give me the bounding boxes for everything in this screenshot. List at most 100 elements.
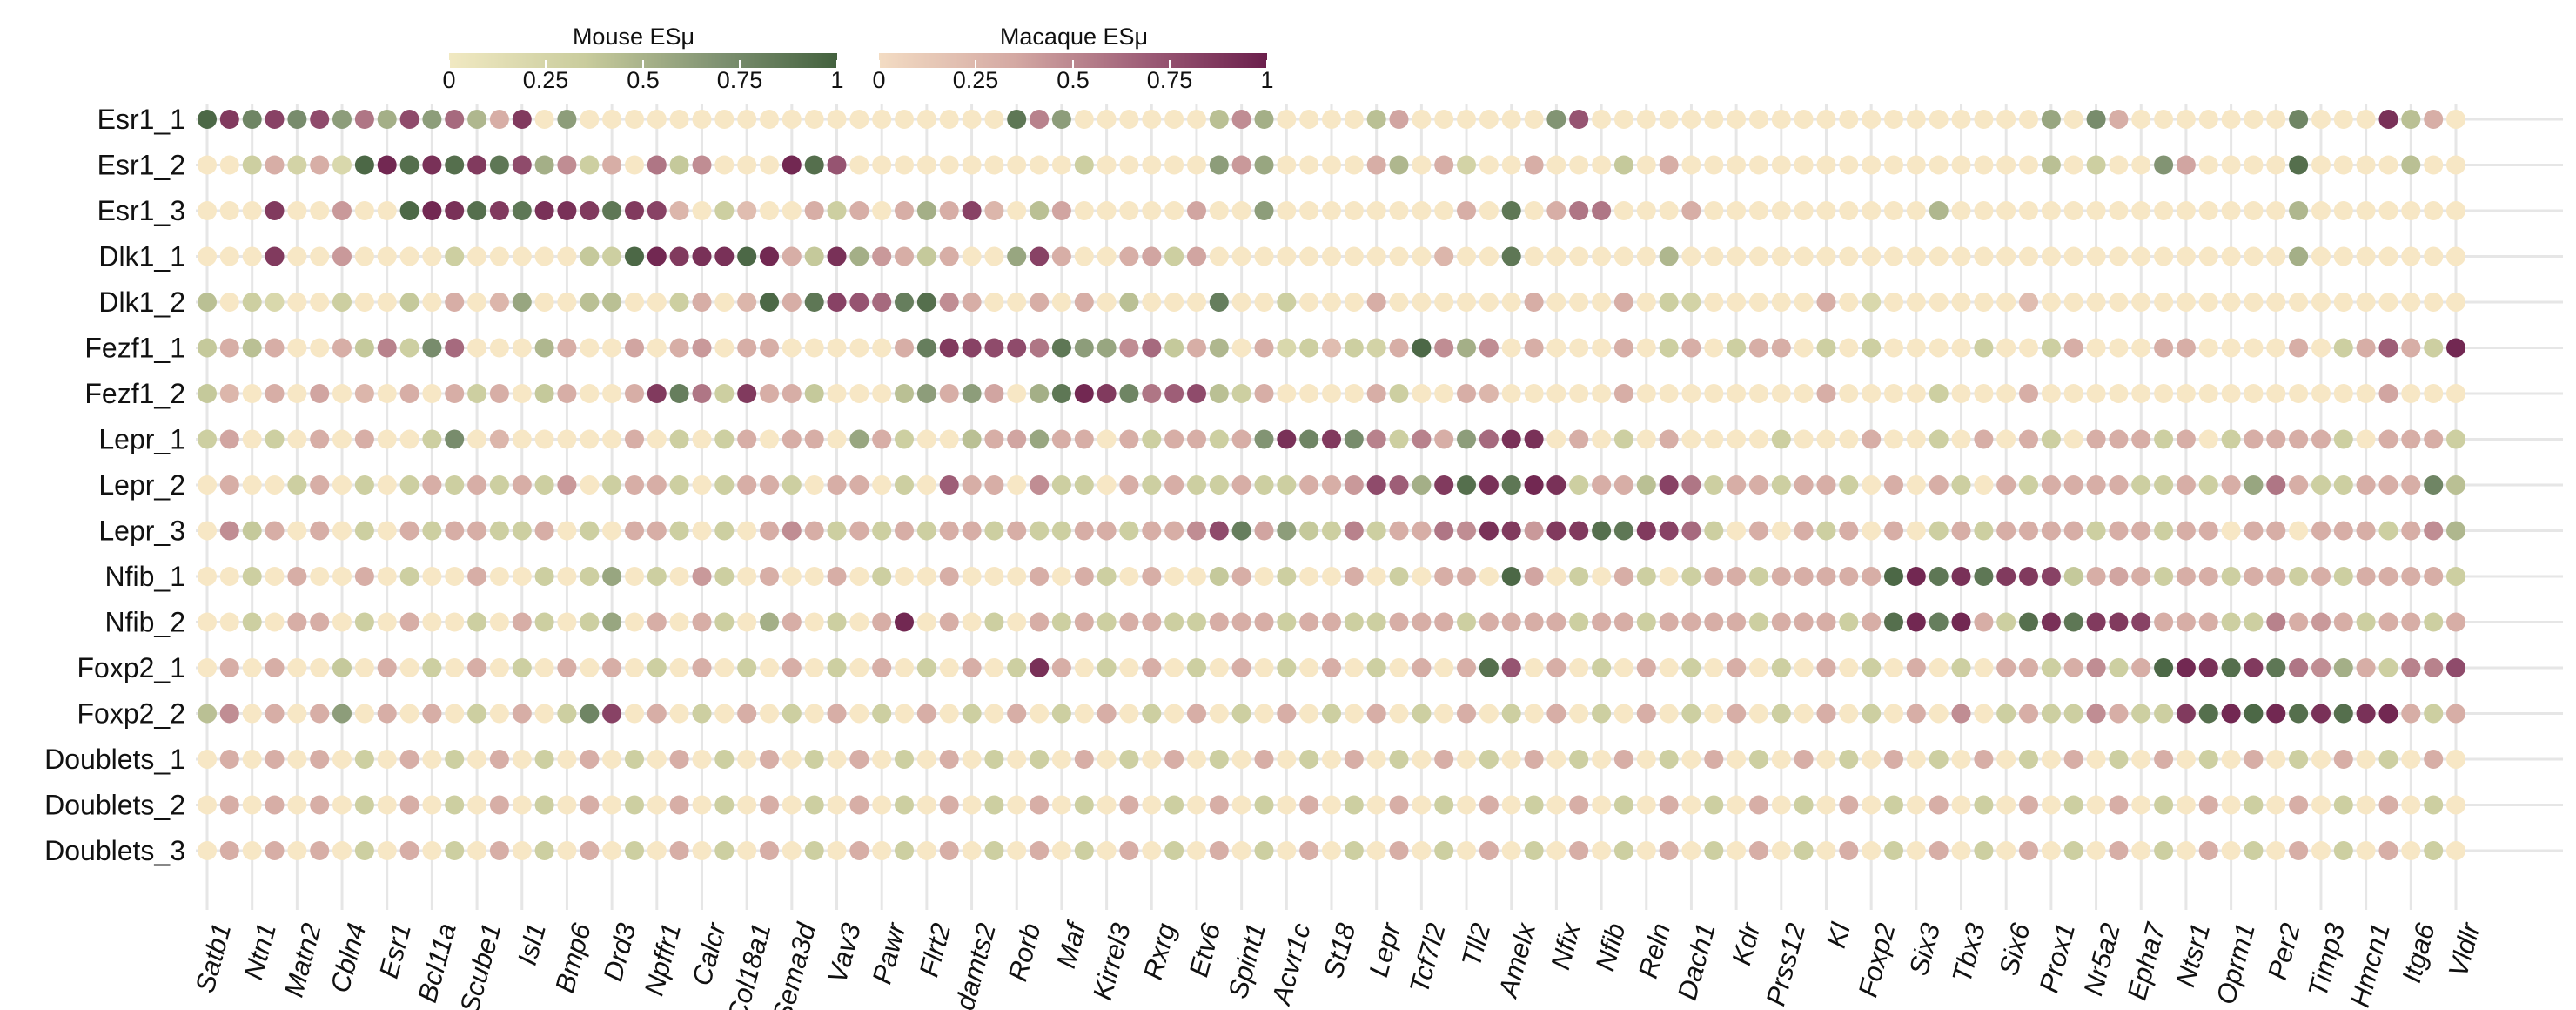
dot-esr1-1-col-76 <box>1906 110 1926 129</box>
dot-nfib-1-col-69 <box>1749 567 1768 586</box>
dot-lepr-3-col-3 <box>265 521 285 541</box>
dot-foxp2-1-col-11 <box>445 658 465 677</box>
dot-foxp2-2-col-47 <box>1254 704 1274 724</box>
dot-fezf1-2-col-86 <box>2131 384 2151 403</box>
dot-esr1-3-col-2 <box>242 201 262 220</box>
dot-lepr-1-col-14 <box>512 429 532 449</box>
dot-doublets-3-col-33 <box>939 841 959 860</box>
dot-lepr-3-col-98 <box>2401 521 2421 541</box>
dot-nfib-1-col-25 <box>760 567 779 586</box>
dot-fezf1-2-col-54 <box>1412 384 1432 403</box>
dot-nfib-1-col-68 <box>1727 567 1747 586</box>
dot-esr1-1-col-21 <box>669 110 689 129</box>
dot-esr1-3-col-93 <box>2289 201 2309 220</box>
dot-lepr-2-col-72 <box>1816 475 1836 495</box>
dot-lepr-3-col-13 <box>489 521 509 541</box>
dot-dlk1-1-col-14 <box>512 246 532 266</box>
dot-esr1-1-col-29 <box>849 110 869 129</box>
dot-nfib-2-col-69 <box>1749 612 1768 632</box>
gene-label-rxrg: Rxrg <box>1137 920 1182 983</box>
dot-fezf1-2-col-89 <box>2198 384 2218 403</box>
dot-esr1-1-col-49 <box>1299 110 1319 129</box>
dot-nfib-1-col-91 <box>2244 567 2264 586</box>
dot-esr1-2-col-13 <box>489 155 509 175</box>
dot-doublets-1-col-63 <box>1613 750 1633 769</box>
dot-dlk1-2-col-16 <box>557 293 577 312</box>
dot-dlk1-1-col-62 <box>1592 246 1612 266</box>
dot-nfib-2-col-54 <box>1412 612 1432 632</box>
dot-foxp2-1-col-73 <box>1839 658 1859 677</box>
dot-esr1-3-col-55 <box>1434 201 1454 220</box>
dot-doublets-3-col-99 <box>2424 841 2444 860</box>
dot-fezf1-2-col-53 <box>1389 384 1409 403</box>
dot-nfib-2-col-95 <box>2333 612 2353 632</box>
dot-nfib-1-col-90 <box>2221 567 2241 586</box>
dot-doublets-3-col-74 <box>1862 841 1882 860</box>
dot-nfib-2-col-38 <box>1051 612 1071 632</box>
dot-foxp2-2-col-65 <box>1659 704 1679 724</box>
dot-esr1-1-col-24 <box>737 110 757 129</box>
dot-nfib-2-col-68 <box>1727 612 1747 632</box>
dot-fezf1-2-col-78 <box>1951 384 1971 403</box>
dot-lepr-2-col-93 <box>2289 475 2309 495</box>
dot-doublets-3-col-51 <box>1344 841 1364 860</box>
dot-foxp2-2-col-3 <box>265 704 285 724</box>
dot-esr1-3-col-62 <box>1592 201 1612 220</box>
dot-nfib-2-col-15 <box>534 612 554 632</box>
dot-esr1-1-col-28 <box>827 110 847 129</box>
dot-esr1-3-col-3 <box>265 201 285 220</box>
dot-nfib-2-col-94 <box>2311 612 2331 632</box>
dot-esr1-2-col-12 <box>467 155 487 175</box>
dot-esr1-3-col-21 <box>669 201 689 220</box>
dot-lepr-2-col-40 <box>1097 475 1117 495</box>
dot-esr1-2-col-3 <box>265 155 285 175</box>
dot-dlk1-1-col-29 <box>849 246 869 266</box>
dot-esr1-2-col-6 <box>332 155 352 175</box>
dot-nfib-1-col-35 <box>984 567 1004 586</box>
dot-lepr-3-col-27 <box>804 521 824 541</box>
dot-foxp2-2-col-51 <box>1344 704 1364 724</box>
dot-esr1-1-col-60 <box>1546 110 1566 129</box>
dot-doublets-1-col-7 <box>354 750 374 769</box>
dot-doublets-1-col-56 <box>1457 750 1476 769</box>
dot-esr1-3-col-29 <box>849 201 869 220</box>
dot-esr1-2-col-62 <box>1592 155 1612 175</box>
dot-nfib-2-col-21 <box>669 612 689 632</box>
row-label-fezf1-1: Fezf1_1 <box>84 333 185 364</box>
dot-esr1-2-col-30 <box>872 155 892 175</box>
dot-nfib-2-col-98 <box>2401 612 2421 632</box>
dot-doublets-2-col-78 <box>1951 795 1971 815</box>
dot-nfib-1-col-73 <box>1839 567 1859 586</box>
dot-dlk1-2-col-100 <box>2446 293 2465 312</box>
dot-dlk1-1-col-37 <box>1030 246 1050 266</box>
dot-nfib-1-col-92 <box>2266 567 2286 586</box>
dot-lepr-1-col-87 <box>2154 429 2174 449</box>
legend-macaque: Macaque ESμ 0 0.25 0.5 0.75 1 <box>872 24 1273 93</box>
dot-lepr-3-col-73 <box>1839 521 1859 541</box>
dot-esr1-2-col-51 <box>1344 155 1364 175</box>
dot-lepr-2-col-47 <box>1254 475 1274 495</box>
dot-esr1-2-col-82 <box>2041 155 2061 175</box>
dot-fezf1-1-col-60 <box>1546 338 1566 358</box>
dot-lepr-2-col-11 <box>445 475 465 495</box>
dot-esr1-1-col-46 <box>1231 110 1251 129</box>
dot-nfib-1-col-60 <box>1546 567 1566 586</box>
dot-lepr-3-col-42 <box>1142 521 1162 541</box>
dot-lepr-2-col-90 <box>2221 475 2241 495</box>
dot-doublets-3-col-87 <box>2154 841 2174 860</box>
dot-esr1-2-col-88 <box>2176 155 2196 175</box>
dot-fezf1-1-col-4 <box>287 338 307 358</box>
dot-esr1-2-col-29 <box>849 155 869 175</box>
dot-esr1-2-col-77 <box>1929 155 1949 175</box>
dot-foxp2-2-col-6 <box>332 704 352 724</box>
dot-dlk1-2-col-62 <box>1592 293 1612 312</box>
dot-esr1-1-col-5 <box>310 110 330 129</box>
dot-doublets-2-col-46 <box>1231 795 1251 815</box>
dot-dlk1-2-col-7 <box>354 293 374 312</box>
dot-nfib-1-col-61 <box>1569 567 1589 586</box>
dot-doublets-1-col-89 <box>2198 750 2218 769</box>
dot-doublets-2-col-18 <box>602 795 622 815</box>
dot-lepr-2-col-35 <box>984 475 1004 495</box>
dot-dlk1-2-col-52 <box>1366 293 1386 312</box>
dot-esr1-2-col-96 <box>2356 155 2376 175</box>
